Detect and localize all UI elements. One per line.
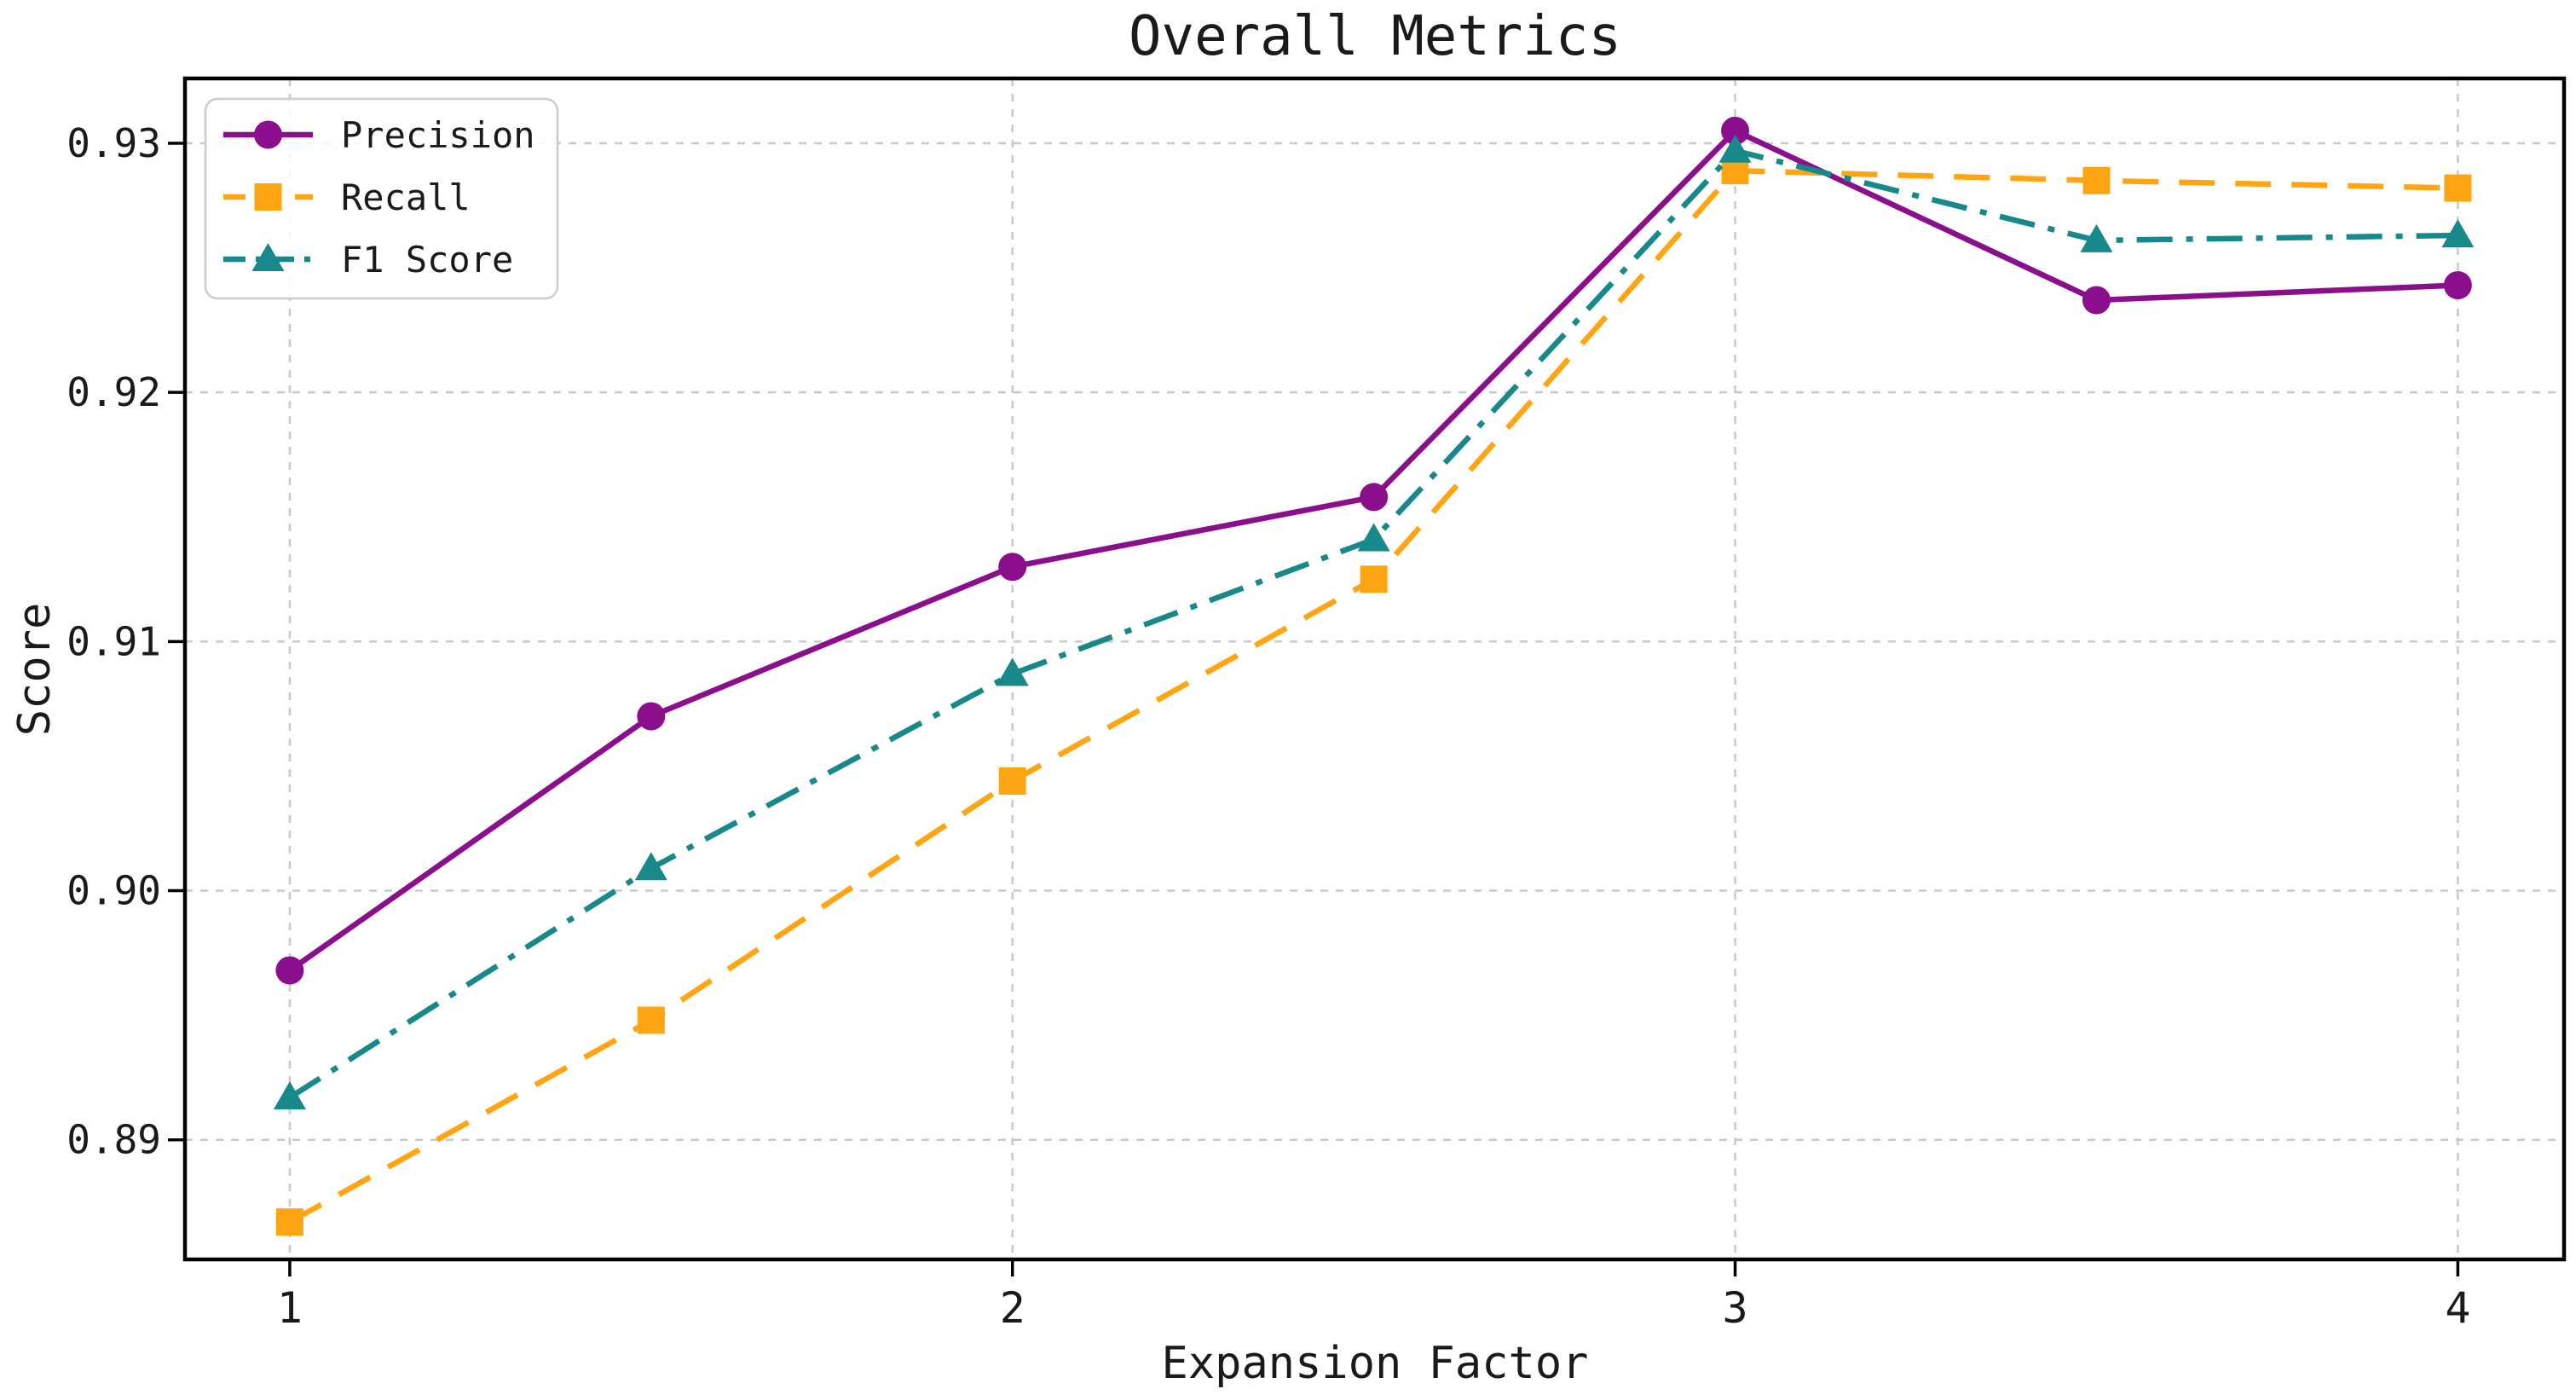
marker-recall	[275, 1208, 303, 1236]
x-tick-label: 4	[2445, 1283, 2470, 1333]
axes-spines	[182, 76, 2567, 1262]
marker-precision	[998, 553, 1027, 582]
y-tick-label: 0.91	[66, 618, 161, 664]
x-tick-label: 2	[1000, 1283, 1025, 1333]
marker-precision	[2443, 271, 2472, 300]
legend-item-precision: Precision	[223, 114, 535, 156]
marker-f1-score	[2080, 223, 2113, 252]
legend-label-precision: Precision	[341, 114, 535, 156]
y-tick-label: 0.90	[66, 868, 161, 914]
x-tick-label: 3	[1723, 1283, 1748, 1333]
marker-precision	[637, 702, 666, 731]
legend-marker-f1-score	[251, 243, 285, 271]
axis-ticks: 0.89 0.90 0.91 0.92 0.93 1 2 3 4	[66, 120, 2470, 1333]
legend-label-recall: Recall	[341, 177, 471, 218]
legend-marker-precision	[254, 120, 282, 149]
marker-f1-score	[2441, 219, 2475, 248]
marker-precision	[275, 956, 304, 985]
y-tick-label: 0.92	[66, 369, 161, 415]
marker-f1-score	[634, 852, 667, 881]
legend-item-f1-score: F1 Score	[223, 239, 513, 281]
marker-recall	[2082, 166, 2111, 194]
chart-title: Overall Metrics	[1129, 5, 1621, 68]
series-line-f1-score	[288, 148, 2458, 1100]
legend-marker-recall	[254, 183, 282, 211]
marker-recall	[1360, 565, 1388, 593]
y-tick-label: 0.93	[66, 120, 161, 166]
plot-border	[182, 76, 2567, 1262]
series-layer	[273, 116, 2475, 1236]
series-precision	[275, 116, 2472, 985]
series-line-recall	[288, 167, 2458, 1225]
series-recall	[275, 157, 2472, 1236]
marker-f1-score	[1357, 523, 1390, 552]
marker-recall	[637, 1006, 665, 1034]
marker-precision	[1360, 483, 1389, 512]
legend-box	[204, 97, 559, 300]
marker-f1-score	[273, 1081, 306, 1110]
marker-precision	[1721, 116, 1750, 145]
legend-item-recall: Recall	[223, 177, 471, 218]
legend: Precision Recall F1 Score	[204, 97, 559, 300]
series-f1-score	[273, 134, 2475, 1110]
marker-recall	[2444, 174, 2472, 202]
x-axis-label: Expansion Factor	[1162, 1338, 1589, 1389]
x-tick-label: 1	[277, 1283, 303, 1333]
legend-label-f1-score: F1 Score	[341, 239, 513, 281]
marker-recall	[998, 767, 1026, 795]
marker-precision	[2082, 286, 2111, 315]
y-tick-label: 0.89	[66, 1117, 161, 1163]
marker-f1-score	[1718, 134, 1752, 163]
y-axis-label: Score	[9, 603, 61, 737]
marker-f1-score	[996, 657, 1029, 686]
